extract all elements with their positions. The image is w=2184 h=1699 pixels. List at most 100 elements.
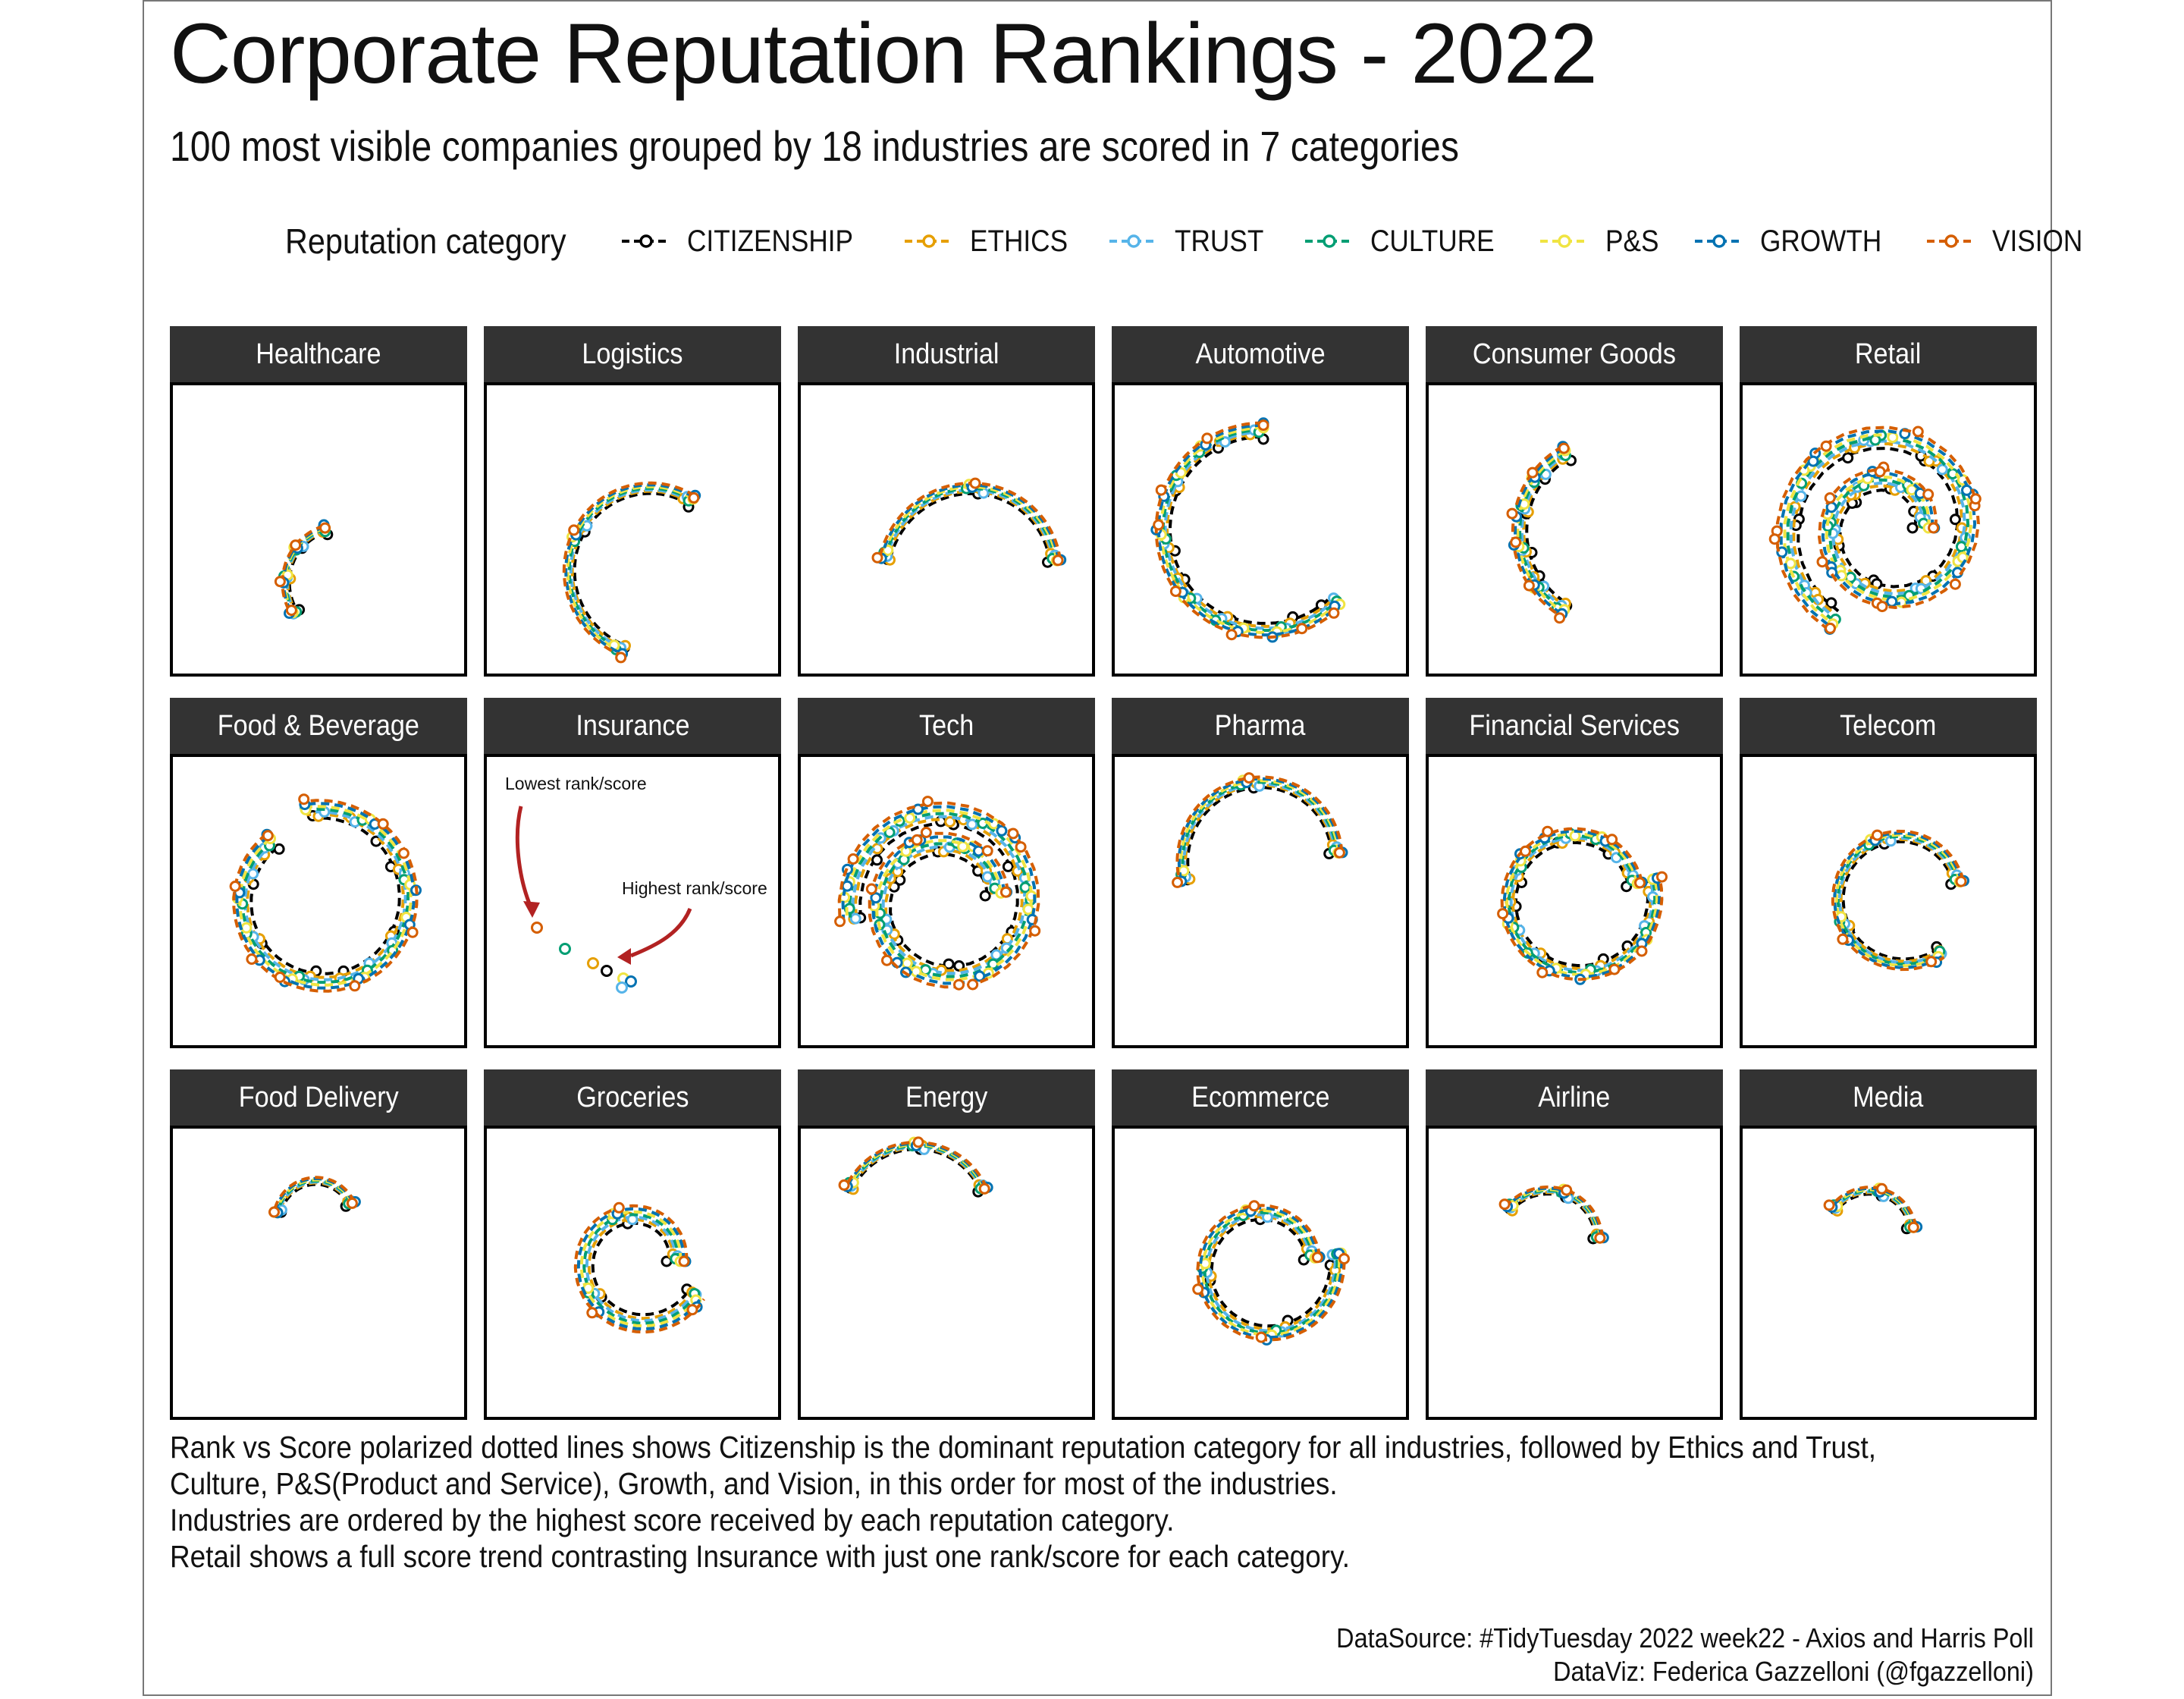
data-point	[1826, 567, 1838, 579]
series-line-growth	[1514, 447, 1565, 615]
series-line-citizenship	[1168, 435, 1333, 625]
series-line-growth	[1502, 829, 1662, 979]
data-point	[1510, 536, 1522, 548]
facet-plot-area	[1740, 754, 2037, 1048]
data-point	[1872, 829, 1883, 841]
legend-item-citizenship: CITIZENSHIP	[620, 225, 876, 259]
data-point	[1296, 623, 1308, 635]
legend-item-trust: TRUST	[1108, 225, 1276, 259]
legend-label: ETHICS	[969, 224, 1068, 258]
series-line-citizenship	[1210, 1217, 1332, 1328]
facet-strip: Retail	[1740, 326, 2037, 382]
facet-strip: Airline	[1426, 1069, 1723, 1126]
facet-plot-area	[170, 754, 467, 1048]
series-line-vision	[1505, 1185, 1604, 1239]
facet-plot-svg	[1498, 1183, 1609, 1245]
series-line-growth	[1198, 1206, 1344, 1339]
facet-strip: Financial Services	[1426, 698, 1723, 754]
facet-plot-area	[798, 754, 1095, 1048]
facet-plot-svg	[1831, 829, 1969, 972]
facet-plot-svg	[1506, 441, 1577, 624]
data-point	[678, 1255, 690, 1267]
series-line-vision	[573, 1204, 705, 1334]
facet-title: Financial Services	[1469, 709, 1680, 742]
data-point	[274, 576, 286, 588]
legend-key-icon	[1539, 234, 1586, 248]
series-line-trust	[851, 815, 1027, 975]
facet-title: Industrial	[893, 338, 999, 370]
series-line-growth	[1177, 777, 1341, 882]
series-line-ethics	[587, 1217, 694, 1321]
facet-pharma: Pharma	[1112, 698, 1409, 1048]
arrow-lowest	[515, 806, 533, 908]
facet-plot-area	[1740, 1126, 2037, 1420]
data-point	[979, 890, 991, 902]
facet-plot-svg	[573, 1201, 705, 1334]
data-point	[901, 957, 913, 969]
data-point	[1243, 772, 1255, 784]
series-line-vision	[562, 481, 696, 657]
facet-plot-svg	[838, 1136, 993, 1198]
legend-key-icon	[904, 234, 950, 248]
series-line-vision	[1830, 1186, 1918, 1228]
facet-logistics: Logistics	[484, 326, 781, 677]
series-line-trust	[585, 1215, 695, 1323]
facet-plot-area	[1112, 754, 1409, 1048]
facet-plot-svg	[1150, 417, 1346, 643]
facet-plot-svg	[1172, 772, 1348, 888]
data-point	[1506, 507, 1518, 520]
data-point	[1874, 466, 1886, 478]
legend-item-culture: CULTURE	[1304, 225, 1511, 259]
facet-food-delivery: Food Delivery	[170, 1069, 467, 1420]
legend-items: CITIZENSHIP ETHICS TRUST CULTURE P&S GROWTH VI…	[620, 225, 2123, 259]
data-point	[1153, 519, 1165, 531]
legend-item-growth: GROWTH	[1693, 225, 1898, 259]
caption-line: Culture, P&S(Product and Service), Growt…	[170, 1466, 1338, 1501]
data-point	[1955, 541, 1967, 553]
data-point	[1955, 875, 1967, 887]
data-point	[1876, 1182, 1887, 1195]
facet-automotive: Automotive	[1112, 326, 1409, 677]
caption-line: Rank vs Score polarized dotted lines sho…	[170, 1430, 1876, 1465]
data-point	[268, 1206, 280, 1218]
facet-plot-svg	[1192, 1200, 1350, 1346]
series-line-culture	[1203, 1211, 1339, 1335]
data-point	[943, 958, 955, 970]
data-point	[921, 796, 934, 808]
facet-industrial: Industrial	[798, 326, 1095, 677]
data-point	[1594, 1232, 1606, 1244]
facet-strip: Insurance	[484, 698, 781, 754]
facet-food-and-beverage: Food & Beverage	[170, 698, 467, 1048]
data-point	[240, 922, 253, 934]
data-point	[1248, 1200, 1260, 1212]
facet-plot-svg	[1497, 825, 1668, 985]
facet-title: Ecommerce	[1191, 1081, 1330, 1113]
data-point	[1912, 426, 1924, 438]
series-line-vision	[1154, 421, 1343, 639]
data-point	[1172, 876, 1184, 888]
series-line-vision	[281, 524, 325, 616]
facet-title: Logistics	[582, 338, 683, 370]
data-point	[957, 840, 969, 853]
facet-plot-svg	[515, 806, 692, 994]
facet-strip: Consumer Goods	[1426, 326, 1723, 382]
series-line-growth	[576, 1207, 703, 1331]
data-point	[870, 892, 882, 904]
series-line-culture	[567, 486, 694, 652]
legend-label: VISION	[1991, 224, 2083, 258]
facet-title: Healthcare	[256, 338, 381, 370]
data-point	[1007, 828, 1019, 840]
data-point	[1002, 860, 1014, 872]
data-point	[1928, 522, 1940, 534]
facet-ecommerce: Ecommerce	[1112, 1069, 1409, 1420]
data-point	[1338, 1253, 1350, 1265]
legend-label: CITIZENSHIP	[686, 224, 853, 258]
facet-energy: Energy	[798, 1069, 1095, 1420]
data-point	[834, 915, 846, 928]
data-point	[1837, 933, 1849, 945]
series-line-vision	[1511, 444, 1564, 617]
facet-plot-area	[170, 382, 467, 677]
facet-plot-svg	[274, 519, 334, 620]
data-point	[920, 827, 932, 838]
facet-plot-area	[1112, 1126, 1409, 1420]
